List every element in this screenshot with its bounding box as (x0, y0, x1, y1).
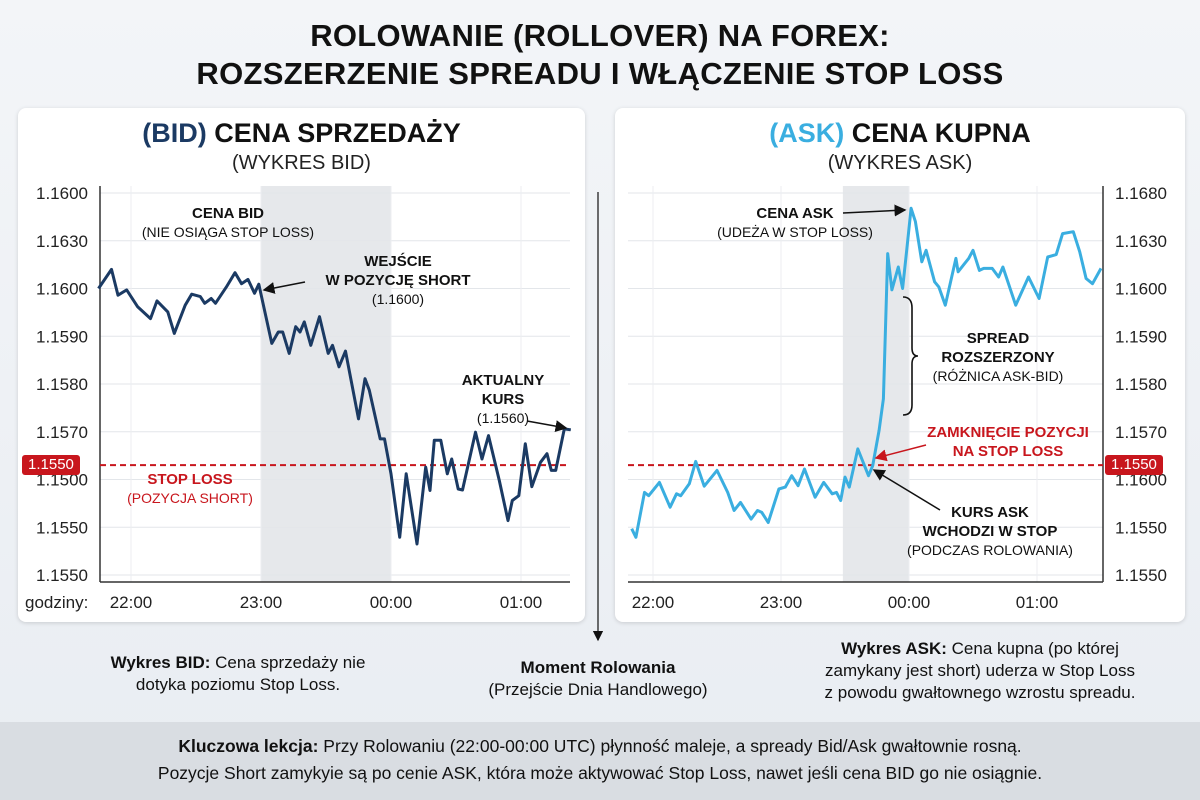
bid-chart-title: (BID) CENA SPRZEDAŻY (18, 118, 585, 149)
current-line1: AKTUALNY (461, 372, 545, 389)
bid-stop-loss-badge: 1.1550 (22, 455, 80, 475)
spread-line2: ROZSZERZONY (941, 349, 1055, 366)
bid-title: CENA SPRZEDAŻY (214, 118, 461, 148)
lesson-text1: Przy Rolowaniu (22:00-00:00 UTC) płynnoś… (318, 736, 1022, 756)
stop-loss-annotation: STOP LOSS (POZYCJA SHORT) (127, 470, 253, 508)
ask-caption-bold: Wykres ASK: (841, 639, 947, 658)
current-rate-arrow (526, 420, 568, 433)
ask-caption: Wykres ASK: Cena kupna (po której zamykan… (825, 638, 1136, 704)
bid-caption-text2: dotyka poziomu Stop Loss. (135, 675, 341, 694)
y-tick-label: 1.1570 (36, 423, 88, 442)
bid-caption-bold: Wykres BID: (110, 653, 211, 672)
stop-loss-subtext: (POZYCJA SHORT) (127, 490, 253, 506)
current-sub: (1.1560) (476, 410, 530, 426)
ask-enters-sub: (PODCZAS ROLOWANIA) (907, 542, 1073, 558)
bid-price-sub: (NIE OSIĄGA STOP LOSS) (141, 224, 315, 240)
close-line2: NA STOP LOSS (952, 443, 1064, 460)
lesson-line1: Kluczowa lekcja: Przy Rolowaniu (22:00-0… (0, 736, 1200, 757)
y-tick-label: 1.1630 (1115, 232, 1167, 251)
x-tick-label: 00:00 (888, 593, 931, 612)
bid-price-line (97, 267, 572, 546)
ask-stop-loss-badge: 1.1550 (1105, 455, 1163, 475)
entry-arrow (262, 281, 306, 294)
y-tick-label: 1.1600 (36, 280, 88, 299)
close-position-arrow (874, 444, 927, 462)
current-rate-annotation: AKTUALNY KURS (1.1560) (462, 371, 545, 428)
bid-price-title: CENA BID (192, 205, 264, 222)
ask-enters-line1: KURS ASK (951, 504, 1029, 521)
spread-line1: SPREAD (966, 330, 1030, 347)
ask-price-line (630, 206, 1103, 539)
x-tick-label: 22:00 (632, 593, 675, 612)
entry-line2: W POZYCJĘ SHORT (325, 272, 471, 289)
y-tick-label: 1.1600 (36, 184, 88, 203)
ask-enters-line2: WCHODZI W STOP (922, 523, 1058, 540)
x-tick-label: 22:00 (110, 593, 153, 612)
y-tick-label: 1.1550 (1115, 518, 1167, 537)
spread-annotation: SPREAD ROZSZERZONY (RÓŻNICA ASK-BID) (933, 329, 1064, 386)
lesson-bold: Kluczowa lekcja: (178, 736, 319, 756)
ask-chart-title: (ASK) CENA KUPNA (615, 118, 1185, 149)
x-tick-label: 00:00 (370, 593, 413, 612)
y-tick-label: 1.1550 (36, 518, 88, 537)
stop-loss-text: STOP LOSS (147, 471, 233, 488)
bid-price-annotation: CENA BID (NIE OSIĄGA STOP LOSS) (142, 204, 314, 242)
y-tick-label: 1.1590 (36, 327, 88, 346)
bid-tag: (BID) (142, 118, 207, 148)
ask-price-sub: (UDEŻA W STOP LOSS) (717, 224, 873, 240)
y-tick-label: 1.1500 (36, 471, 88, 490)
ask-price-annotation: CENA ASK (UDEŻA W STOP LOSS) (717, 204, 873, 242)
y-tick-label: 1.1550 (1115, 566, 1167, 585)
main-title-line1: ROLOWANIE (ROLLOVER) NA FOREX: (310, 18, 890, 53)
lesson-line2: Pozycje Short zamykyie są po cenie ASK, … (157, 763, 1043, 783)
y-tick-label: 1.1550 (36, 566, 88, 585)
ask-title: CENA KUPNA (851, 118, 1031, 148)
bid-chart-subtitle: (WYKRES BID) (232, 152, 371, 174)
bid-caption: Wykres BID: Cena sprzedaży nie dotyka poz… (111, 652, 366, 696)
ask-caption-text1: Cena kupna (po której (946, 639, 1119, 658)
y-tick-label: 1.1580 (36, 375, 88, 394)
close-position-annotation: ZAMKNIĘCIE POZYCJI NA STOP LOSS (927, 423, 1089, 461)
entry-annotation: WEJŚCIE W POZYCJĘ SHORT (1.1600) (325, 252, 470, 309)
rollover-caption-bold: Moment Rolowania (520, 658, 676, 677)
y-tick-label: 1.1680 (1115, 184, 1167, 203)
spread-sub: (RÓŻNICA ASK-BID) (932, 368, 1064, 384)
rollover-caption: Moment Rolowania (Przejście Dnia Handlowe… (488, 657, 707, 701)
main-title-line2: ROZSZERZENIE SPREADU I WŁĄCZENIE STOP LO… (196, 56, 1004, 91)
key-lesson-band (0, 722, 1200, 800)
ask-chart-subtitle: (WYKRES ASK) (827, 152, 973, 174)
y-tick-label: 1.1570 (1115, 423, 1167, 442)
current-line2: KURS (481, 391, 525, 408)
ask-price-arrow (842, 204, 907, 217)
y-tick-label: 1.1600 (1115, 471, 1167, 490)
y-tick-label: 1.1580 (1115, 375, 1167, 394)
x-tick-label: 23:00 (760, 593, 803, 612)
x-axis-label: godziny: (25, 593, 88, 612)
ask-enters-arrow (872, 469, 941, 511)
bid-caption-text1: Cena sprzedaży nie (210, 653, 366, 672)
ask-enters-annotation: KURS ASK WCHODZI W STOP (PODCZAS ROLOWANIA… (907, 503, 1073, 560)
ask-caption-text3: z powodu gwałtownego wzrostu spreadu. (824, 683, 1136, 702)
y-tick-label: 1.1600 (1115, 280, 1167, 299)
ask-tag: (ASK) (769, 118, 845, 148)
x-tick-label: 01:00 (500, 593, 543, 612)
x-tick-label: 23:00 (240, 593, 283, 612)
y-tick-label: 1.1630 (36, 232, 88, 251)
rollover-caption-text: (Przejście Dnia Handlowego) (488, 680, 708, 699)
entry-line1: WEJŚCIE (364, 253, 432, 270)
spread-brace (902, 296, 919, 416)
entry-sub: (1.1600) (371, 291, 425, 307)
ask-price-title: CENA ASK (756, 205, 834, 222)
y-tick-label: 1.1590 (1115, 327, 1167, 346)
ask-caption-text2: zamykany jest short) uderza w Stop Loss (825, 661, 1135, 680)
close-line1: ZAMKNIĘCIE POZYCJI (927, 424, 1089, 441)
x-tick-label: 01:00 (1016, 593, 1059, 612)
